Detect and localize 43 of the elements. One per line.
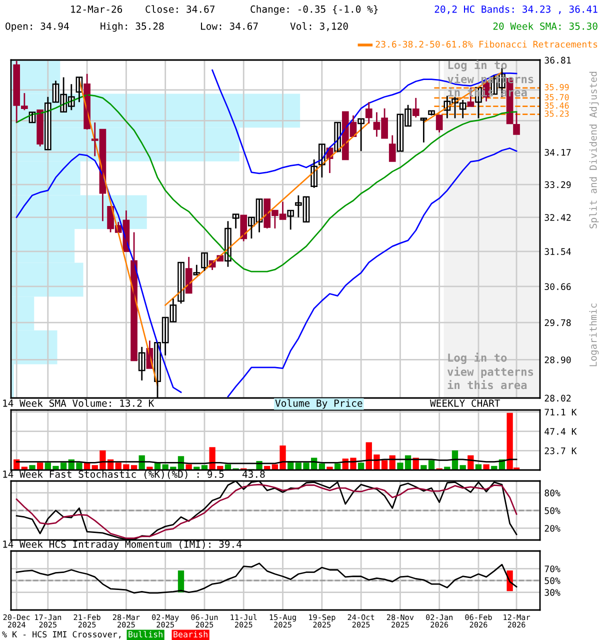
y-tick-label: 80% — [544, 490, 560, 496]
text: Split and Dividend Adjusted — [589, 72, 599, 228]
chart-title: 14 Week HCS Intraday Momentum (IMI): 39.4 — [3, 540, 242, 550]
text: Open: 34.94 — [6, 22, 69, 32]
y-tick-label: 34.17 — [544, 148, 571, 156]
text: 12-Mar-26 — [71, 5, 122, 13]
text: 20 Week SMA: 35.30 — [493, 22, 598, 30]
y-tick-label: 20% — [544, 524, 560, 532]
y-tick-label: 30.66 — [544, 283, 571, 290]
y-tick-label: 23.7 K — [544, 447, 577, 454]
y-tick-label: 36.81 — [544, 56, 571, 64]
y-tick-label: 33.29 — [544, 181, 571, 188]
text: Bullish — [128, 630, 162, 638]
y-tick-label: 70% — [544, 565, 560, 572]
chart-title: 14 Week Fast Stochastic (%K)(%D) : 9.5 43.8 — [3, 470, 265, 479]
legend-title: % K - HCS IMI Crossover, — [2, 631, 120, 638]
text: Volume By Price — [275, 399, 362, 409]
y-tick-label: 50% — [544, 577, 560, 584]
ref-line-label: 35.23 — [544, 110, 569, 117]
text: Logarithmic — [589, 304, 599, 366]
text: Change: -0.35 {-1.0 %} — [250, 5, 378, 15]
ref-line-label: 35.46 — [544, 102, 569, 109]
text: Vol: 3,120 — [290, 22, 348, 32]
legend-label: 23.6-38.2-50-61.8% Fibonacci Retracements — [376, 40, 598, 48]
chart-title: 14 Week SMA Volume: 13.2 K — [3, 399, 154, 407]
y-tick-label: 47.4 K — [544, 428, 577, 435]
text: Close: 34.67 — [146, 5, 215, 13]
y-tick-label: 30% — [544, 589, 560, 596]
y-tick-label: 71.1 K — [544, 408, 577, 416]
y-tick-label: 32.42 — [544, 214, 571, 221]
text: Bearish — [174, 630, 208, 638]
text: 20,2 HC Bands: 34.23 , 36.41 — [434, 5, 598, 14]
y-tick-label: 50% — [544, 507, 560, 514]
y-tick-label: 28.02 — [544, 394, 571, 402]
text: High: 35.28 — [100, 22, 164, 32]
ref-line-label: 35.99 — [544, 84, 569, 90]
text: Low: 34.67 — [201, 22, 258, 30]
annotation: Log in to view patterns in this area — [447, 352, 534, 390]
ref-line-label: 35.70 — [544, 94, 569, 100]
text: WEEKLY CHART — [430, 399, 500, 407]
y-tick-label: 28.90 — [544, 356, 571, 364]
y-tick-label: 29.78 — [544, 319, 571, 326]
y-tick-label: 31.54 — [544, 248, 571, 255]
